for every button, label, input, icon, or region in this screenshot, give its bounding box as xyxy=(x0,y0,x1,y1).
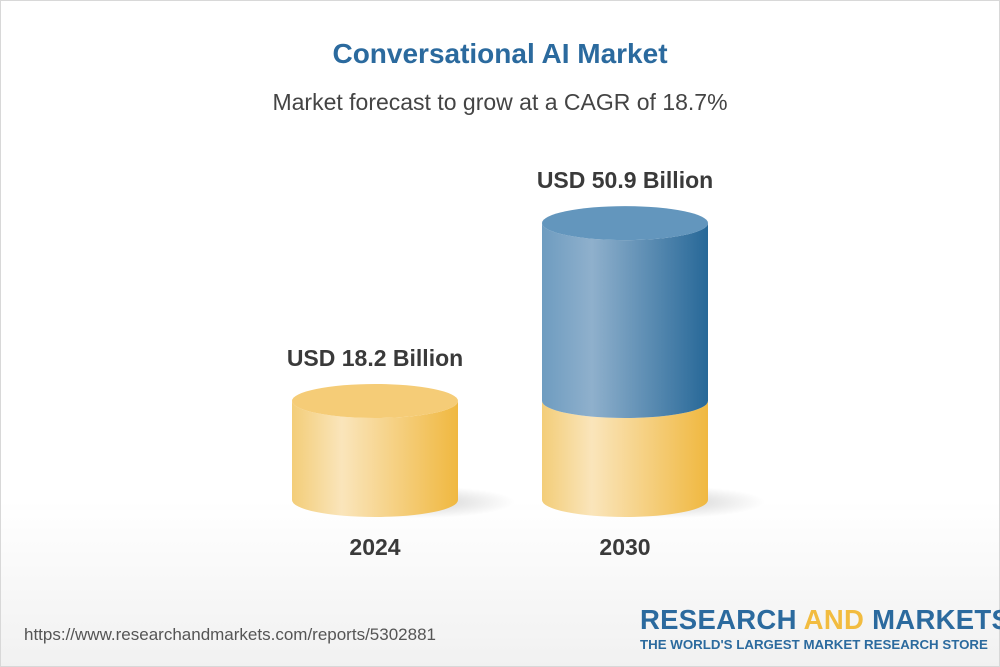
cylinder-growth-segment xyxy=(542,223,708,418)
cylinder-top xyxy=(292,384,458,418)
source-url[interactable]: https://www.researchandmarkets.com/repor… xyxy=(24,625,436,644)
cylinder-top xyxy=(542,206,708,241)
cylinder-base-segment xyxy=(292,401,458,517)
value-label: USD 50.9 Billion xyxy=(537,167,713,193)
category-label: 2030 xyxy=(599,534,650,560)
value-label: USD 18.2 Billion xyxy=(287,345,463,371)
category-label: 2024 xyxy=(349,534,400,560)
chart-title: Conversational AI Market xyxy=(332,38,668,69)
chart-subtitle: Market forecast to grow at a CAGR of 18.… xyxy=(272,89,728,115)
cylinder-base-segment xyxy=(542,401,708,517)
research-and-markets-logo: RESEARCH AND MARKETS THE WORLD'S LARGEST… xyxy=(640,604,1000,652)
